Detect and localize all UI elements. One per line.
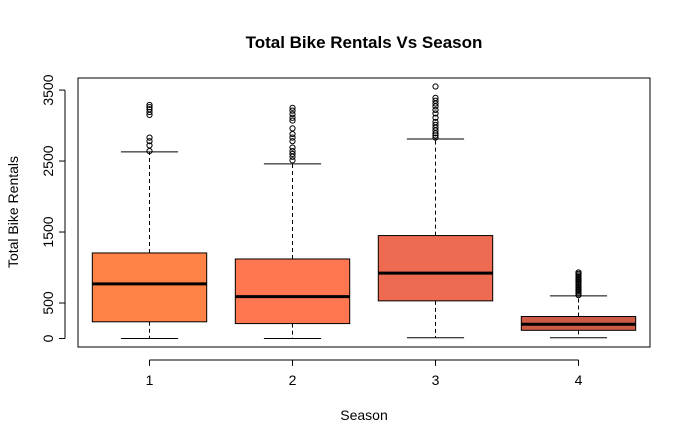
x-axis-label: Season: [340, 407, 387, 423]
outlier-point: [289, 130, 296, 138]
outlier-point: [146, 134, 153, 141]
outlier-point: [289, 157, 296, 164]
outlier-point: [289, 148, 296, 155]
y-axis: 0 500 1500 2500 3500: [40, 74, 66, 342]
outlier-point: [146, 106, 153, 113]
x-tick-label: 4: [575, 372, 583, 388]
y-tick-label: 500: [40, 291, 56, 315]
outlier-point: [289, 144, 296, 151]
chart-title: Total Bike Rentals Vs Season: [246, 33, 483, 52]
outlier-point: [289, 125, 296, 132]
outlier-point: [432, 134, 439, 141]
outlier-point: [289, 134, 296, 141]
outlier-point: [289, 111, 296, 118]
y-tick-label: 3500: [40, 74, 56, 105]
boxes-layer: [91, 83, 637, 339]
x-tick-label: 1: [146, 372, 154, 388]
outlier-point: [289, 114, 296, 121]
outlier-point: [146, 104, 153, 111]
outlier-point: [289, 138, 296, 145]
outlier-point: [432, 106, 439, 114]
box-2: [234, 258, 351, 325]
outlier-point: [432, 118, 439, 126]
outlier-point: [432, 110, 439, 117]
outlier-point: [575, 269, 582, 276]
outlier-point: [432, 83, 439, 90]
outlier-point: [432, 97, 439, 104]
outlier-point: [289, 150, 296, 158]
outlier-point: [289, 107, 296, 114]
box-group-2: [234, 104, 351, 339]
outlier-point: [289, 117, 296, 124]
box-group-3: [377, 83, 494, 339]
box-group-1: [91, 101, 208, 339]
outlier-point: [146, 142, 153, 149]
outlier-point: [146, 138, 153, 145]
y-tick-label: 1500: [40, 216, 56, 247]
outlier-point: [432, 121, 439, 128]
x-tick-label: 3: [432, 372, 440, 388]
x-tick-label: 2: [289, 372, 297, 388]
outlier-point: [432, 94, 439, 101]
box-1: [91, 252, 208, 323]
box-3: [377, 235, 494, 302]
x-axis: 1 2 3 4: [146, 359, 583, 388]
outlier-point: [432, 114, 439, 121]
outlier-point: [289, 104, 296, 111]
outlier-point: [146, 101, 153, 109]
y-tick-label: 2500: [40, 145, 56, 176]
y-axis-label: Total Bike Rentals: [5, 156, 21, 268]
plot-frame: [77, 77, 651, 348]
y-tick-label: 0: [40, 334, 56, 342]
box-group-4: [520, 269, 637, 339]
